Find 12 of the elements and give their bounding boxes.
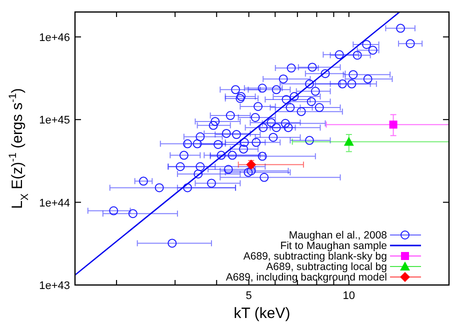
x-tick-label: 5 — [246, 290, 252, 302]
y-tick-label: 1e+46 — [39, 32, 70, 44]
legend-label: Maughan el al., 2008 — [288, 230, 388, 242]
legend-label: A689, subtracting blank-sky bg — [243, 250, 388, 262]
y-tick-label: 1e+44 — [39, 197, 70, 210]
legend-label: A689, subtracting local bg — [266, 261, 388, 273]
x-axis-title: kT (keV) — [234, 305, 290, 322]
y-tick-label: 1e+45 — [39, 114, 70, 127]
legend-label: A689, including background model — [226, 272, 387, 284]
x-tick-label: 10 — [342, 290, 356, 302]
y-tick-label: 1e+43 — [39, 280, 70, 292]
legend-label: Fit to Maughan sample — [280, 240, 388, 252]
